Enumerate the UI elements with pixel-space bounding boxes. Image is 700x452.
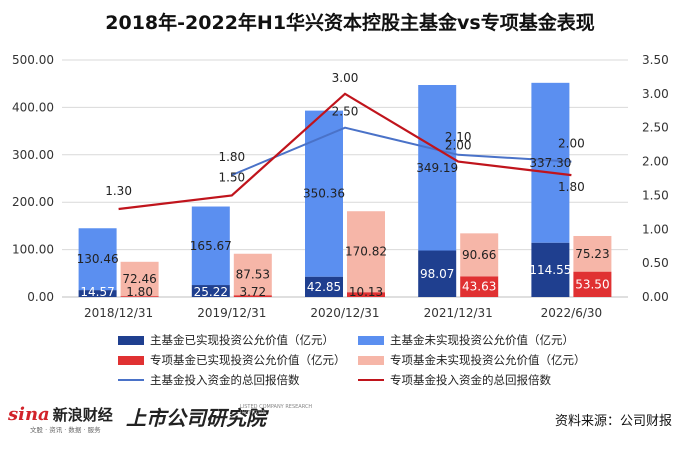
bar-special-unrealized xyxy=(573,235,612,272)
legend-item-special-multiple: 专项基金投入资金的总回报倍数 xyxy=(358,372,598,388)
sina-logo-text: 新浪财经 xyxy=(52,406,113,424)
legend-label: 专项基金已实现投资公允价值（亿元） xyxy=(150,353,346,367)
data-label-main-multiple: 2.10 xyxy=(445,130,472,144)
data-label-special-realized: 53.50 xyxy=(575,277,609,291)
bar-main-unrealized xyxy=(305,110,343,277)
chart-legend: 主基金已实现投资公允价值（亿元） 主基金未实现投资公允价值（亿元） 专项基金已实… xyxy=(118,330,638,390)
bar-special-realized xyxy=(347,292,385,297)
legend-item-main-unrealized: 主基金未实现投资公允价值（亿元） xyxy=(358,332,598,348)
data-label-special-multiple: 3.00 xyxy=(332,71,359,85)
legend-item-main-realized: 主基金已实现投资公允价值（亿元） xyxy=(118,332,358,348)
legend-swatch xyxy=(358,355,384,365)
data-label-special-realized: 10.13 xyxy=(349,285,383,299)
bar-special-realized xyxy=(233,295,272,297)
data-label-main-unrealized: 165.67 xyxy=(190,239,232,253)
y-tick-label: 200.00 xyxy=(12,195,54,209)
bar-main-realized xyxy=(531,242,570,297)
data-label-special-multiple: 2.00 xyxy=(445,139,472,153)
y2-tick-label: 3.00 xyxy=(642,87,669,101)
y-tick-label: 300.00 xyxy=(12,148,54,162)
data-label-main-unrealized: 350.36 xyxy=(303,187,345,201)
sina-logo-mark: sina xyxy=(8,404,50,425)
data-label-main-realized: 42.85 xyxy=(307,280,341,294)
data-label-special-unrealized: 72.46 xyxy=(122,272,156,286)
legend-item-special-realized: 专项基金已实现投资公允价值（亿元） xyxy=(118,352,358,368)
chart-title: 2018年-2022年H1华兴资本控股主基金vs专项基金表现 xyxy=(105,12,595,34)
y2-tick-label: 1.00 xyxy=(642,222,669,236)
legend-label: 专项基金投入资金的总回报倍数 xyxy=(390,373,551,387)
y-tick-label: 500.00 xyxy=(12,53,54,67)
legend-item-main-multiple: 主基金投入资金的总回报倍数 xyxy=(118,372,358,388)
x-tick-label: 2020/12/31 xyxy=(310,306,379,320)
bar-main-realized xyxy=(191,285,230,297)
data-label-main-multiple: 2.00 xyxy=(558,137,585,151)
chart-plot: 0.00 100.00 200.00 300.00 400.00 500.00 0.00 0.… xyxy=(12,53,669,320)
x-tick-label: 2022/6/30 xyxy=(541,306,603,320)
data-label-main-realized: 114.55 xyxy=(529,263,571,277)
data-label-main-unrealized: 349.19 xyxy=(416,161,458,175)
bar-special-unrealized xyxy=(460,233,499,277)
research-institute-logo: 上市公司研究院 xyxy=(126,406,266,430)
y-tick-label: 100.00 xyxy=(12,243,54,257)
data-label-main-realized: 14.57 xyxy=(80,285,114,299)
bar-special-realized xyxy=(573,271,612,297)
legend-label: 主基金已实现投资公允价值（亿元） xyxy=(150,333,334,347)
x-tick-label: 2021/12/31 xyxy=(424,306,493,320)
bar-special-realized xyxy=(460,276,499,297)
data-label-special-multiple: 1.80 xyxy=(558,180,585,194)
bar-main-realized xyxy=(418,250,457,297)
legend-swatch xyxy=(118,379,144,381)
x-tick-label: 2019/12/31 xyxy=(197,306,266,320)
data-label-main-multiple: 2.50 xyxy=(332,105,359,119)
data-label-special-realized: 3.72 xyxy=(239,285,266,299)
research-institute-subtitle: LISTED COMPANY RESEARCH INSTITUTE xyxy=(240,404,313,416)
y2-tick-label: 2.00 xyxy=(642,155,669,169)
bar-main-unrealized xyxy=(78,228,117,291)
legend-label: 主基金投入资金的总回报倍数 xyxy=(150,373,300,387)
line-main-multiple xyxy=(231,126,572,177)
legend-swatch xyxy=(118,355,144,365)
legend-swatch xyxy=(118,335,144,345)
x-tick-label: 2018/12/31 xyxy=(84,306,153,320)
y2-tick-label: 1.50 xyxy=(642,188,669,202)
bar-special-unrealized xyxy=(120,261,159,297)
y2-tick-label: 0.50 xyxy=(642,256,669,270)
bar-main-unrealized xyxy=(531,82,570,243)
data-label-special-multiple: 1.30 xyxy=(105,184,132,198)
data-label-main-unrealized: 337.30 xyxy=(529,156,571,170)
legend-swatch xyxy=(358,335,384,345)
data-label-special-unrealized: 75.23 xyxy=(575,247,609,261)
bar-main-unrealized xyxy=(191,206,230,286)
y2-tick-label: 3.50 xyxy=(642,53,669,67)
data-label-main-realized: 98.07 xyxy=(420,267,454,281)
data-label-main-realized: 25.22 xyxy=(194,285,228,299)
data-label-special-unrealized: 87.53 xyxy=(236,267,270,281)
legend-item-special-unrealized: 专项基金未实现投资公允价值（亿元） xyxy=(358,352,598,368)
legend-swatch xyxy=(358,379,384,381)
bar-main-unrealized xyxy=(418,84,457,251)
data-label-special-unrealized: 90.66 xyxy=(462,248,496,262)
y2-tick-label: 2.50 xyxy=(642,121,669,135)
bar-special-realized xyxy=(120,296,159,297)
y2-tick-label: 0.00 xyxy=(642,290,669,304)
data-label-special-realized: 43.63 xyxy=(462,280,496,294)
data-label-special-multiple: 1.50 xyxy=(218,170,245,184)
data-label-special-realized: 1.80 xyxy=(126,285,153,299)
legend-label: 专项基金未实现投资公允价值（亿元） xyxy=(390,353,586,367)
line-special-multiple xyxy=(118,92,572,211)
bar-main-realized xyxy=(78,290,117,297)
data-label-main-multiple: 1.80 xyxy=(218,150,245,164)
y-tick-label: 400.00 xyxy=(12,100,54,114)
source-note: 资料来源：公司财报 xyxy=(554,414,672,429)
bar-main-realized xyxy=(305,276,343,297)
data-label-special-unrealized: 170.82 xyxy=(345,245,387,259)
legend-label: 主基金未实现投资公允价值（亿元） xyxy=(390,333,574,347)
sina-logo-subtitle: 文股 · 资讯 · 数据 · 服务 xyxy=(30,426,101,434)
bar-special-unrealized xyxy=(233,253,272,296)
data-label-main-unrealized: 130.46 xyxy=(77,252,119,266)
y-tick-label: 0.00 xyxy=(27,290,54,304)
sina-finance-logo: sina 新浪财经 文股 · 资讯 · 数据 · 服务 xyxy=(8,404,113,434)
bar-special-unrealized xyxy=(347,211,385,293)
